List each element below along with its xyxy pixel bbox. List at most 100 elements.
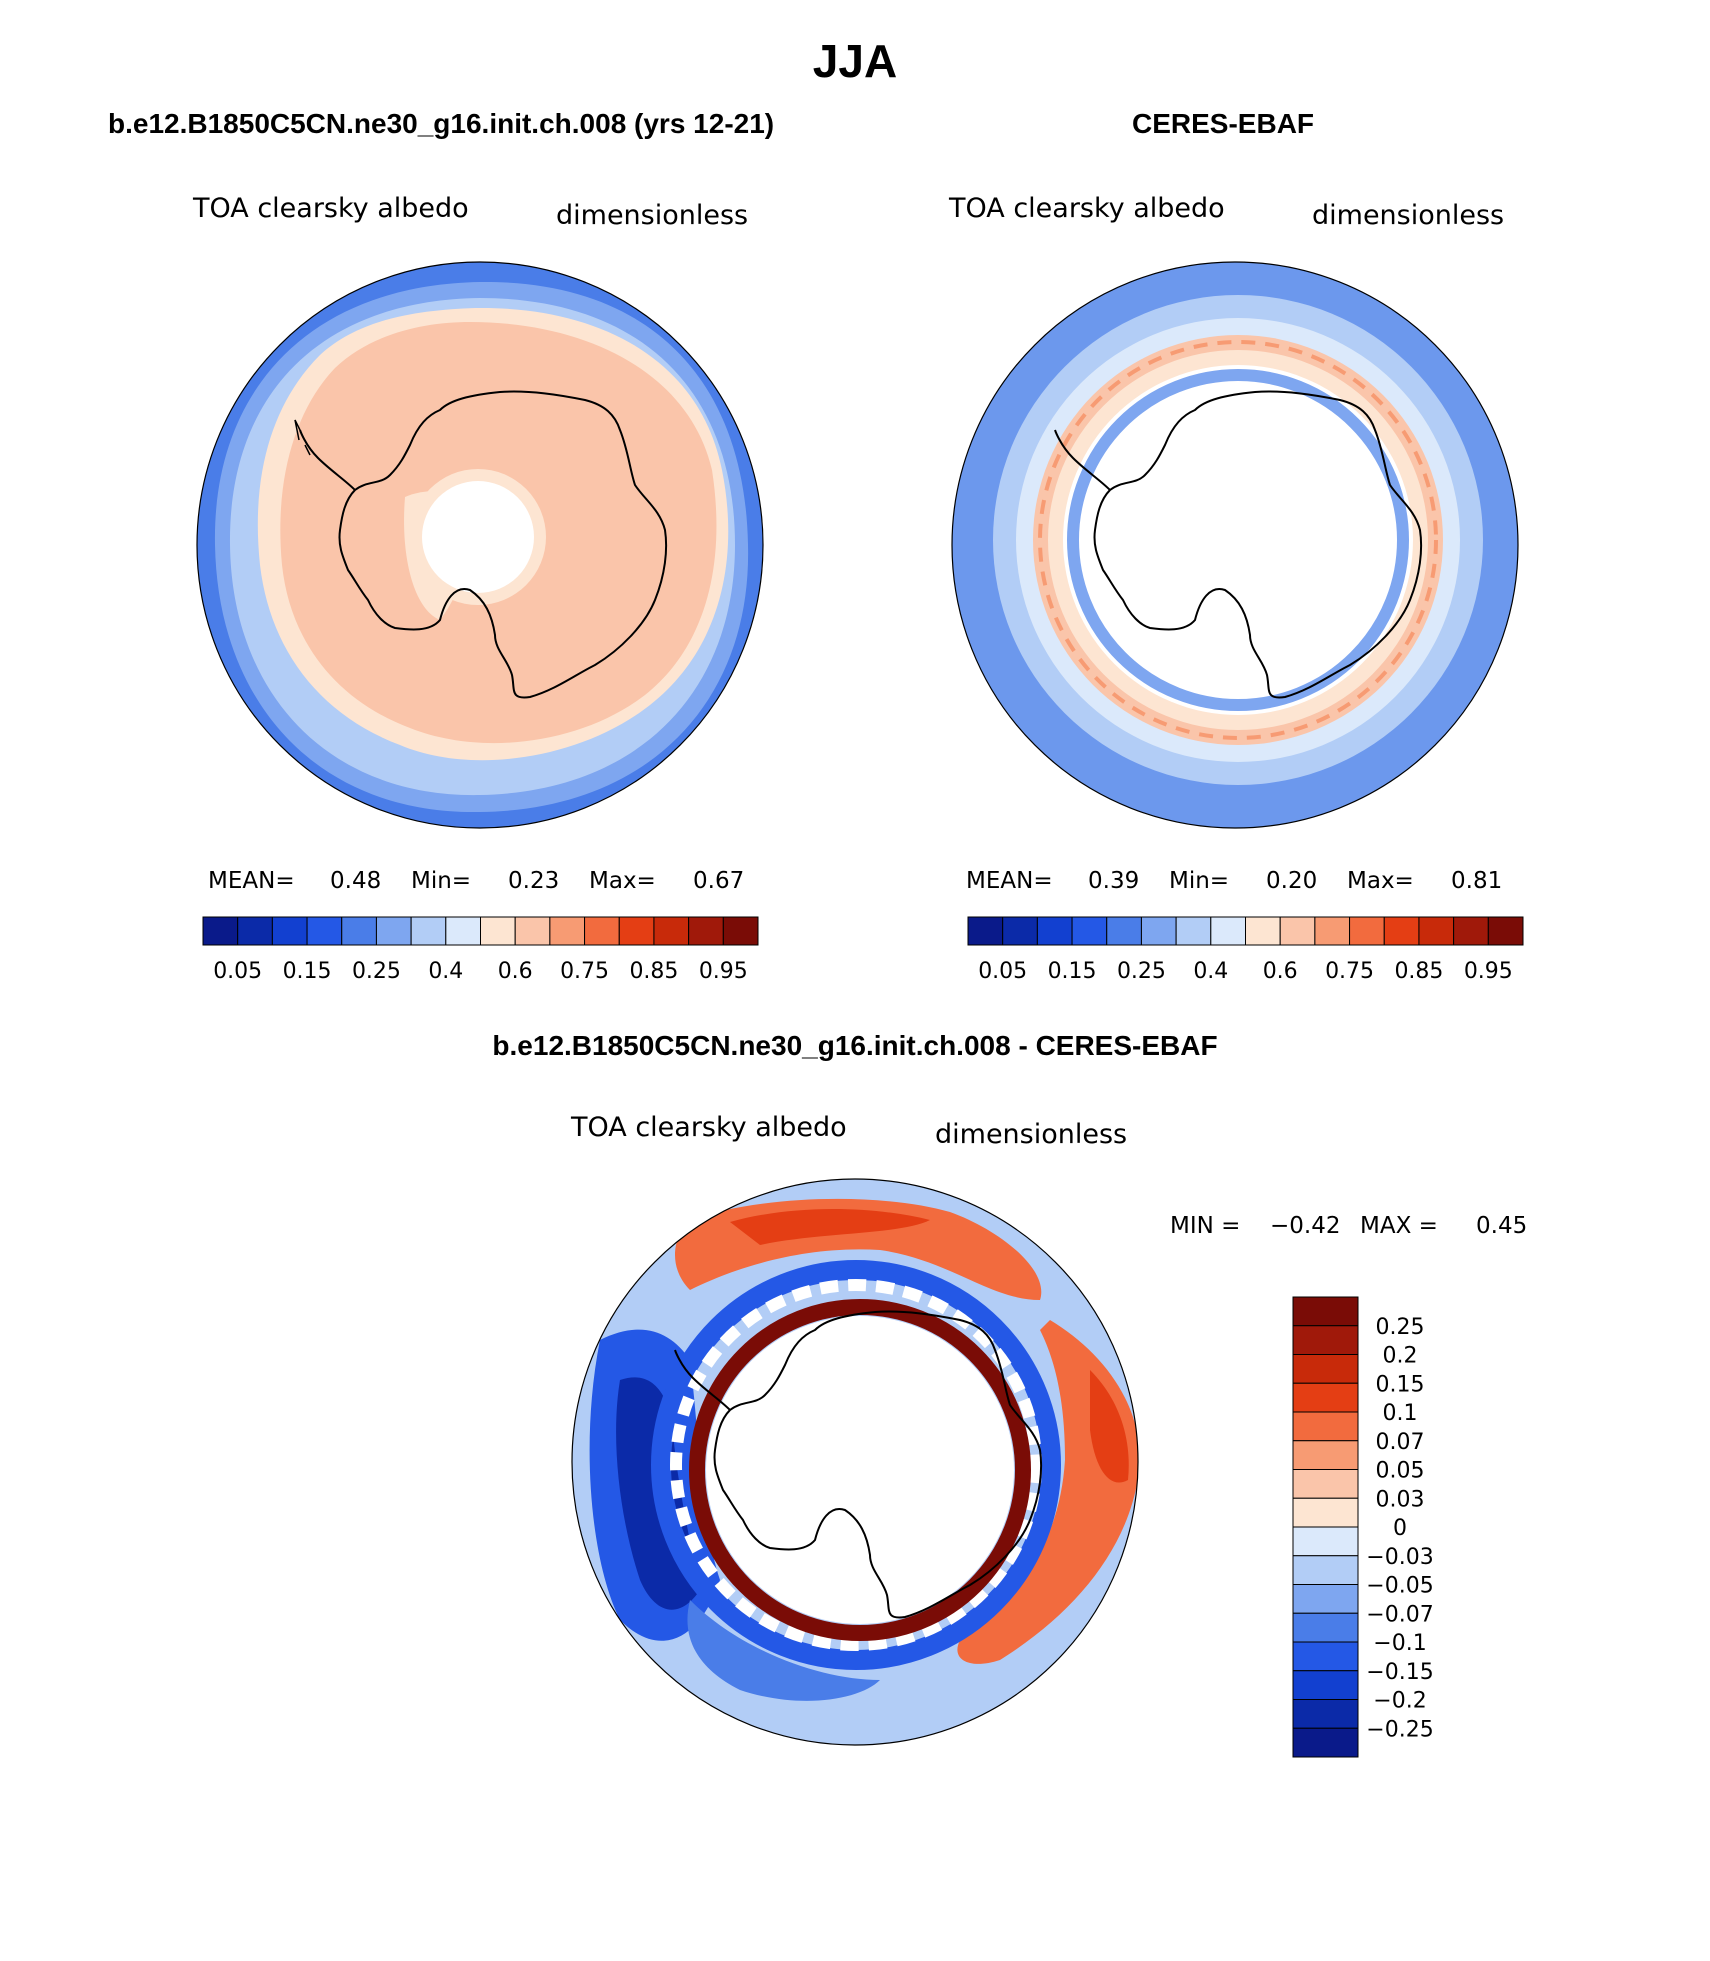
antarctica-coastline: [713, 1310, 1043, 1619]
right-colorbar-tick-label: 0.15: [1048, 959, 1097, 984]
right-max-label: Max=: [1347, 868, 1414, 894]
right-colorbar-swatch: [1383, 916, 1420, 946]
diff-colorbar-tick-label: 0.03: [1376, 1487, 1425, 1512]
diff-max-value: 0.45: [1476, 1213, 1528, 1239]
diff-variable-label: TOA clearsky albedo: [571, 1112, 847, 1143]
right-colorbar-swatch: [1349, 916, 1385, 946]
diff-colorbar-tick-label: −0.2: [1373, 1689, 1426, 1714]
right-colorbar-swatch: [1071, 916, 1108, 946]
left-colorbar-swatch: [202, 916, 239, 946]
right-mean-label: MEAN=: [966, 868, 1053, 894]
diff-colorbar-swatch: [1292, 1612, 1359, 1643]
right-colorbar-tick-label: 0.6: [1263, 959, 1298, 984]
diff-colorbar-swatch: [1292, 1699, 1359, 1729]
right-colorbar-tick-label: 0.05: [978, 959, 1027, 984]
left-min-value: 0.23: [508, 868, 560, 894]
right-max-value: 0.81: [1451, 868, 1503, 894]
right-min-value: 0.20: [1266, 868, 1318, 894]
left-colorbar-tick-label: 0.6: [498, 959, 533, 984]
diff-colorbar-tick-label: −0.1: [1373, 1631, 1426, 1656]
diff-colorbar-swatch: [1292, 1497, 1359, 1528]
right-colorbar-tick-label: 0.25: [1117, 959, 1166, 984]
left-colorbar-swatch: [341, 916, 377, 946]
right-min-label: Min=: [1169, 868, 1230, 894]
diff-colorbar-tick-label: 0: [1393, 1516, 1407, 1541]
diff-colorbar-swatch: [1292, 1440, 1359, 1470]
right-colorbar-swatch: [1245, 916, 1281, 946]
right-mean-value: 0.39: [1088, 868, 1140, 894]
diff-max-label: MAX =: [1360, 1213, 1438, 1239]
diff-min-label: MIN =: [1170, 1213, 1241, 1239]
left-colorbar-tick-label: 0.95: [699, 959, 748, 984]
diff-colorbar-tick-label: −0.25: [1366, 1717, 1433, 1742]
diff-colorbar-swatch: [1292, 1555, 1359, 1585]
left-variable-label: TOA clearsky albedo: [193, 193, 469, 224]
left-panel-heading: b.e12.B1850C5CN.ne30_g16.init.ch.008 (yr…: [108, 108, 775, 139]
right-colorbar-swatch: [1210, 916, 1246, 946]
right-colorbar-swatch: [1453, 916, 1489, 946]
right-colorbar-swatch: [1002, 916, 1038, 946]
diff-colorbar-swatch: [1292, 1469, 1359, 1499]
right-colorbar-tick-label: 0.4: [1193, 959, 1228, 984]
left-min-label: Min=: [411, 868, 472, 894]
figure-title: JJA: [812, 35, 898, 87]
left-colorbar-swatch: [410, 916, 447, 946]
diff-colorbar-swatch: [1292, 1584, 1359, 1614]
diff-units-label: dimensionless: [935, 1119, 1128, 1150]
left-max-label: Max=: [589, 868, 656, 894]
diff-min-value: −0.42: [1270, 1213, 1341, 1239]
diff-colorbar-swatch: [1292, 1325, 1359, 1355]
right-colorbar-swatch: [1140, 916, 1177, 946]
left-colorbar-swatch: [375, 916, 412, 946]
diff-colorbar-swatch: [1292, 1670, 1359, 1700]
diff-colorbar-swatch: [1292, 1526, 1359, 1557]
right-colorbar-swatch: [1487, 916, 1524, 946]
diff-colorbar-swatch: [1292, 1382, 1359, 1413]
diff-colorbar-tick-label: 0.15: [1376, 1372, 1425, 1397]
left-colorbar-swatch: [722, 916, 759, 946]
diff-colorbar-tick-label: −0.05: [1366, 1574, 1433, 1599]
diff-colorbar-tick-label: −0.07: [1366, 1602, 1433, 1627]
left-mean-value: 0.48: [330, 868, 382, 894]
right-colorbar-tick-label: 0.75: [1325, 959, 1374, 984]
left-mean-label: MEAN=: [208, 868, 295, 894]
right-colorbar-swatch: [1175, 916, 1212, 946]
diff-colorbar-tick-label: −0.15: [1366, 1660, 1433, 1685]
diff-panel-heading: b.e12.B1850C5CN.ne30_g16.init.ch.008 - C…: [492, 1030, 1218, 1061]
diff-colorbar-swatch: [1292, 1354, 1359, 1384]
left-colorbar-swatch: [514, 916, 551, 946]
left-colorbar-tick-label: 0.85: [629, 959, 678, 984]
right-colorbar-swatch: [1106, 916, 1142, 946]
diff-colorbar-swatch: [1292, 1296, 1359, 1327]
right-colorbar-swatch: [967, 916, 1004, 946]
left-max-value: 0.67: [693, 868, 745, 894]
left-colorbar-swatch: [445, 916, 481, 946]
right-units-label: dimensionless: [1312, 200, 1505, 231]
left-colorbar-tick-label: 0.05: [213, 959, 262, 984]
right-variable-label: TOA clearsky albedo: [949, 193, 1225, 224]
right-colorbar-swatch: [1314, 916, 1351, 946]
left-colorbar-swatch: [618, 916, 655, 946]
diff-colorbar-swatch: [1292, 1641, 1359, 1672]
left-colorbar-tick-label: 0.4: [428, 959, 463, 984]
antarctica-coastline: [338, 390, 668, 699]
diff-colorbar-tick-label: 0.25: [1376, 1315, 1425, 1340]
diff-colorbar-tick-label: 0.1: [1383, 1401, 1418, 1426]
left-colorbar-swatch: [306, 916, 343, 946]
diff-colorbar-swatch: [1292, 1411, 1359, 1442]
right-colorbar-tick-label: 0.85: [1394, 959, 1443, 984]
left-colorbar-tick-label: 0.15: [283, 959, 332, 984]
diff-colorbar-tick-label: 0.2: [1383, 1344, 1418, 1369]
diff-colorbar-tick-label: 0.05: [1376, 1459, 1425, 1484]
left-units-label: dimensionless: [556, 200, 749, 231]
right-colorbar-tick-label: 0.95: [1464, 959, 1513, 984]
diff-colorbar-tick-label: 0.07: [1376, 1430, 1425, 1455]
right-panel-heading: CERES-EBAF: [1132, 108, 1315, 139]
diff-colorbar-swatch: [1292, 1727, 1359, 1758]
antarctica-coastline: [1093, 390, 1423, 699]
